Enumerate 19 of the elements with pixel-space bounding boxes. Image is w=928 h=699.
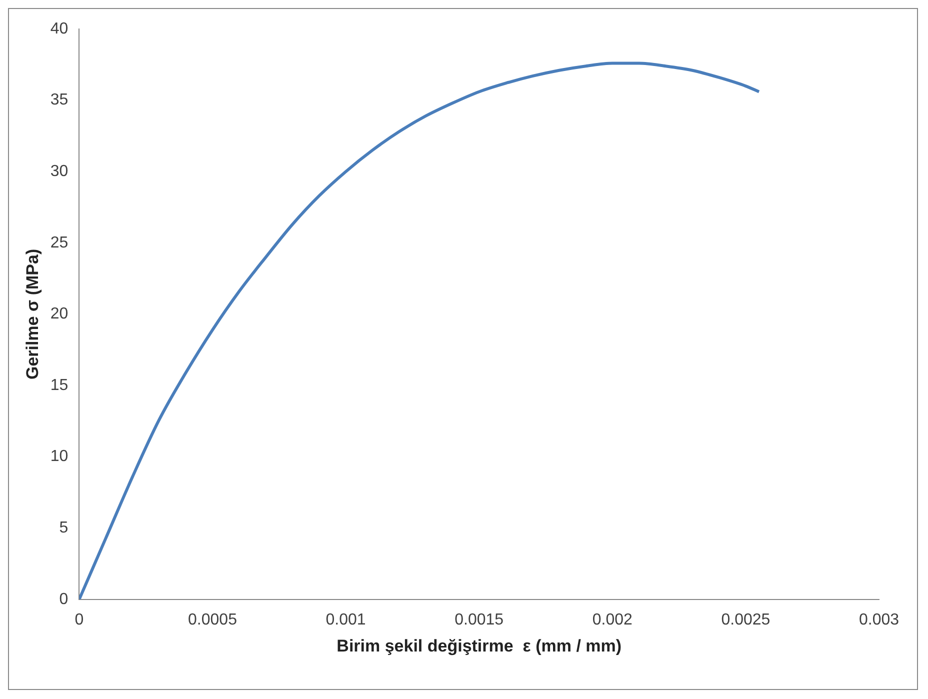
y-tick-label: 10: [50, 448, 68, 466]
y-tick-label: 40: [50, 20, 68, 38]
y-tick-label: 0: [59, 590, 68, 608]
y-tick-label: 5: [59, 520, 68, 537]
x-tick-label: 0.001: [326, 611, 366, 628]
x-tick-label: 0: [74, 611, 84, 628]
line-series: [79, 62, 761, 600]
y-tick-label: 35: [50, 92, 68, 109]
y-tick-label: 15: [50, 376, 68, 394]
x-tick-label: 0.0015: [454, 611, 504, 628]
x-tick-label: 0.0025: [721, 611, 770, 628]
y-tick-label: 20: [50, 306, 68, 323]
y-tick-label: 30: [50, 163, 68, 180]
x-axis-title: Birim şekil değiştirme ε (mm / mm): [336, 636, 622, 656]
y-tick-label: 25: [50, 234, 68, 252]
x-tick-label: 0.0005: [188, 611, 238, 628]
x-tick-label: 0.002: [592, 611, 633, 628]
x-tick-label: 0.003: [858, 611, 900, 628]
y-axis-title: Gerilme σ (MPa): [22, 248, 42, 380]
